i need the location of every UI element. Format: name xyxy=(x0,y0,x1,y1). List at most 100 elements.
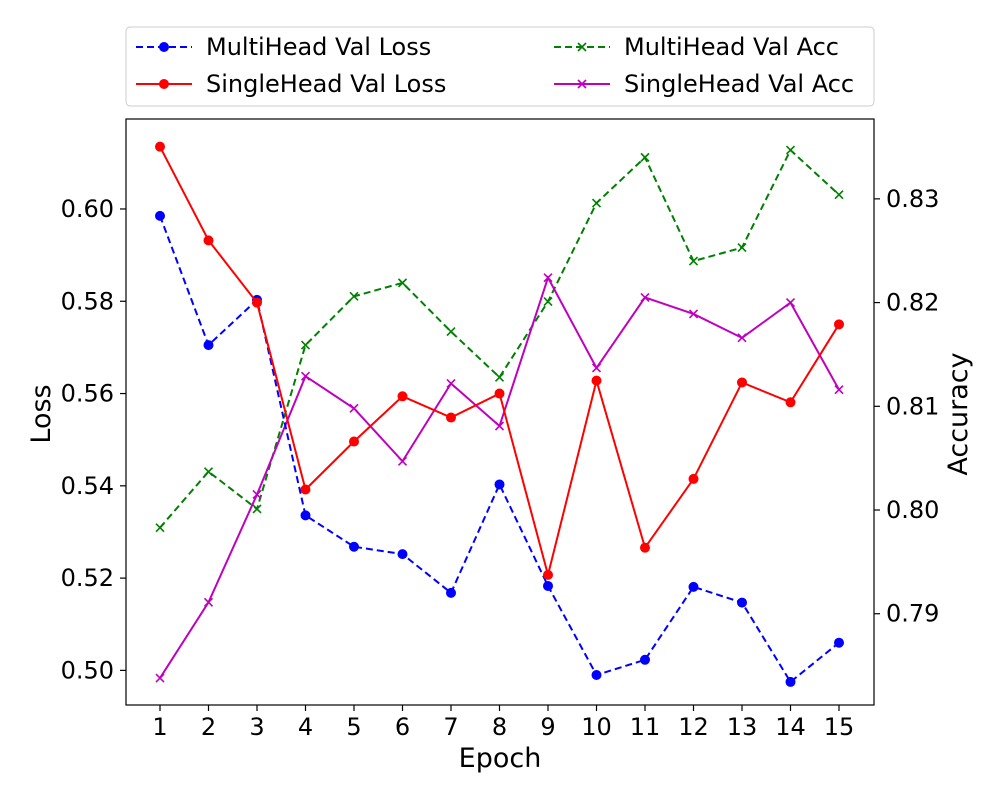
data-point xyxy=(834,319,844,330)
series-multihead-val-loss xyxy=(155,210,844,687)
data-point xyxy=(349,291,359,301)
data-point xyxy=(688,473,699,484)
data-point xyxy=(300,484,311,495)
y2-axis-label: Accuracy xyxy=(943,352,974,475)
series-line xyxy=(159,215,840,684)
legend-entry: MultiHead Val Acc xyxy=(554,33,839,61)
data-point xyxy=(543,569,553,580)
data-point xyxy=(203,467,214,477)
data-point xyxy=(543,580,553,591)
data-point xyxy=(155,141,165,152)
data-point xyxy=(737,243,747,253)
data-point xyxy=(785,397,796,408)
data-point xyxy=(494,372,505,382)
data-point xyxy=(591,670,602,681)
data-point xyxy=(591,375,602,386)
legend-label: SingleHead Val Acc xyxy=(624,70,854,98)
data-point xyxy=(203,235,214,246)
y-tick-label: 0.50 xyxy=(61,656,114,684)
y2-tick-label: 0.81 xyxy=(886,392,939,420)
y2-tick-label: 0.79 xyxy=(886,600,939,628)
data-point xyxy=(203,597,214,607)
data-point xyxy=(785,145,796,155)
data-point xyxy=(155,210,165,221)
data-point xyxy=(300,510,311,521)
data-point xyxy=(591,198,602,208)
x-axis: 1 2 3 4 5 6 7 8 9 10 11 12 13 14 15 xyxy=(152,705,854,741)
data-point xyxy=(446,378,456,389)
x-tick-label: 15 xyxy=(824,713,855,741)
data-point xyxy=(834,637,844,648)
left-y-axis: 0.50 0.52 0.54 0.56 0.58 0.60 xyxy=(61,195,126,684)
data-point xyxy=(300,371,311,381)
x-tick-label: 9 xyxy=(540,713,555,741)
x-tick-label: 12 xyxy=(678,713,709,741)
data-point xyxy=(591,363,602,373)
x-tick-label: 10 xyxy=(581,713,612,741)
data-point xyxy=(349,436,359,447)
data-point xyxy=(640,542,650,553)
data-point xyxy=(688,256,699,266)
y-tick-label: 0.56 xyxy=(61,380,114,408)
data-point xyxy=(300,340,311,350)
y-axis-label: Loss xyxy=(26,384,57,443)
data-point xyxy=(397,391,408,402)
x-axis-label: Epoch xyxy=(459,743,542,774)
data-point xyxy=(640,292,650,302)
data-point xyxy=(446,327,456,337)
data-point xyxy=(397,549,408,560)
y2-tick-label: 0.83 xyxy=(886,185,939,213)
x-tick-label: 2 xyxy=(201,713,216,741)
y-tick-label: 0.60 xyxy=(61,195,114,223)
legend-marker xyxy=(159,42,169,52)
x-tick-label: 1 xyxy=(152,713,167,741)
legend-marker xyxy=(577,42,587,52)
y2-tick-label: 0.80 xyxy=(886,496,939,524)
data-point xyxy=(397,456,408,466)
data-point xyxy=(446,412,456,423)
legend-label: SingleHead Val Loss xyxy=(206,70,446,98)
data-point xyxy=(252,297,262,308)
x-tick-label: 13 xyxy=(727,713,758,741)
data-point xyxy=(737,333,747,343)
legend-marker xyxy=(159,79,169,89)
data-point xyxy=(252,504,262,514)
y-tick-label: 0.54 xyxy=(61,472,114,500)
data-point xyxy=(640,654,650,665)
legend-label: MultiHead Val Acc xyxy=(624,33,839,61)
data-point xyxy=(688,309,699,319)
data-point xyxy=(203,340,214,351)
data-point xyxy=(640,152,650,162)
x-tick-label: 14 xyxy=(775,713,806,741)
data-point xyxy=(252,489,262,500)
legend-entry: SingleHead Val Loss xyxy=(136,70,446,98)
legend-frame xyxy=(125,26,875,107)
legend-entry: MultiHead Val Loss xyxy=(136,33,431,61)
data-point xyxy=(494,421,505,431)
x-tick-label: 4 xyxy=(298,713,313,741)
data-point xyxy=(834,190,844,200)
data-point xyxy=(785,298,796,308)
data-point xyxy=(688,581,699,592)
data-point xyxy=(834,385,844,395)
data-point xyxy=(737,377,747,388)
data-point xyxy=(494,388,505,399)
data-point xyxy=(543,273,553,283)
x-tick-label: 6 xyxy=(395,713,410,741)
y-tick-label: 0.58 xyxy=(61,287,114,315)
x-tick-label: 11 xyxy=(630,713,661,741)
data-point xyxy=(543,296,553,307)
series-layer xyxy=(155,141,844,687)
series-singlehead-val-acc xyxy=(155,273,844,683)
legend-marker xyxy=(577,79,587,89)
x-tick-label: 7 xyxy=(443,713,458,741)
data-point xyxy=(349,403,359,413)
data-point xyxy=(397,278,408,288)
data-point xyxy=(155,523,165,533)
x-tick-label: 5 xyxy=(346,713,361,741)
y2-tick-label: 0.82 xyxy=(886,289,939,317)
data-point xyxy=(349,541,359,552)
series-singlehead-val-loss xyxy=(155,141,844,580)
